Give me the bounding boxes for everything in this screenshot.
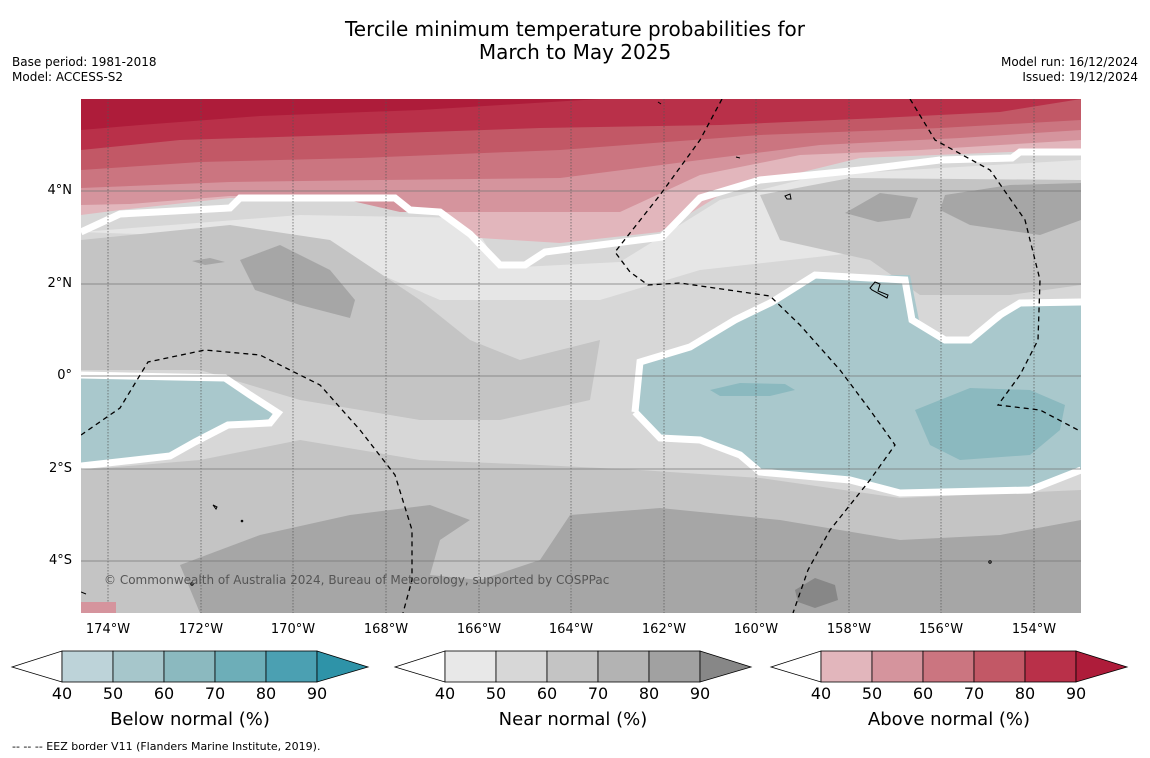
x-tick-label: 168°W: [363, 622, 409, 637]
above-normal-patch-sw: [81, 602, 116, 613]
x-tick-label: 158°W: [826, 622, 872, 637]
colorbar-tick: 40: [51, 684, 73, 703]
near-normal-80-south: [180, 505, 1081, 613]
title-line-1: Tercile minimum temperature probabilitie…: [344, 17, 806, 41]
x-tick-label: 166°W: [456, 622, 502, 637]
colorbar-tick: 90: [1065, 684, 1087, 703]
colorbar-tick: 70: [204, 684, 226, 703]
x-tick-label: 160°W: [733, 622, 779, 637]
meta-left: Base period: 1981-2018 Model: ACCESS-S2: [12, 55, 157, 85]
near-normal-60-west: [81, 225, 600, 420]
x-tick-label: 174°W: [85, 622, 131, 637]
x-tick-label: 172°W: [178, 622, 224, 637]
title-line-2: March to May 2025: [478, 40, 672, 64]
colorbar-tick: 60: [912, 684, 934, 703]
y-tick-label: 4°N: [47, 183, 73, 198]
colorbar-tick: 60: [536, 684, 558, 703]
above-normal-90: [81, 99, 600, 130]
below-normal-contour-west: [81, 371, 284, 470]
below-normal-contour-east-top: [631, 271, 1081, 413]
colorbar-tick: 60: [153, 684, 175, 703]
y-tick-label: 0°: [57, 368, 72, 383]
islands: [81, 101, 992, 595]
colorbar-tick: 80: [255, 684, 277, 703]
model-name: Model: ACCESS-S2: [12, 70, 124, 84]
model-run: Model run: 16/12/2024: [1000, 55, 1138, 69]
below-normal-60-patch-east2: [915, 388, 1065, 460]
x-tick-label: 156°W: [918, 622, 964, 637]
x-tick-label: 170°W: [270, 622, 316, 637]
colorbar-label-below-normal: Below normal (%): [110, 709, 270, 730]
colorbar-label-near-normal: Near normal (%): [498, 709, 648, 730]
colorbar-near-normal: [393, 650, 753, 683]
near-normal-80-patch-ne2: [940, 183, 1081, 235]
colorbar-tick: 70: [587, 684, 609, 703]
x-tick-label: 164°W: [548, 622, 594, 637]
copyright-notice: © Commonwealth of Australia 2024, Bureau…: [104, 573, 610, 587]
colorbar-below-normal: [10, 650, 370, 683]
y-tick-label: 2°S: [48, 461, 72, 476]
below-normal-60-patch-east1: [710, 383, 795, 396]
near-normal-80-patch-west: [240, 245, 355, 318]
y-tick-label: 2°N: [47, 276, 73, 291]
issued-date: Issued: 19/12/2024: [1022, 70, 1138, 84]
colorbar-above-normal: [769, 650, 1129, 683]
eez-footnote: -- -- -- EEZ border V11 (Flanders Marine…: [12, 740, 321, 753]
near-normal-90-patch: [795, 578, 838, 608]
below-normal-contour-east-bottom: [632, 409, 1081, 497]
map-field: [81, 99, 1081, 613]
colorbar-tick: 90: [306, 684, 328, 703]
above-normal-40-contour: [81, 148, 1081, 269]
y-tick-label: 4°S: [48, 553, 72, 568]
colorbar-tick: 40: [810, 684, 832, 703]
eez-borders: [81, 99, 1079, 613]
colorbar-tick: 50: [861, 684, 883, 703]
colorbar-tick: 50: [102, 684, 124, 703]
map-title: Tercile minimum temperature probabilitie…: [0, 18, 1150, 64]
below-normal-50-west: [81, 378, 275, 465]
colorbar-tick: 50: [485, 684, 507, 703]
parallel-gridlines: [81, 190, 1081, 562]
x-tick-label: 162°W: [641, 622, 687, 637]
colorbar-tick: 80: [638, 684, 660, 703]
meta-right: Model run: 16/12/2024 Issued: 19/12/2024: [1001, 55, 1138, 85]
near-normal-80-patch-ne1: [845, 193, 918, 222]
near-normal-80-speck: [192, 258, 225, 265]
base-period: Base period: 1981-2018: [12, 55, 157, 69]
colorbar-tick: 70: [963, 684, 985, 703]
colorbar-tick: 90: [689, 684, 711, 703]
x-tick-label: 154°W: [1011, 622, 1057, 637]
colorbar-tick: 40: [434, 684, 456, 703]
colorbar-label-above-normal: Above normal (%): [867, 709, 1031, 730]
colorbar-tick: 80: [1014, 684, 1036, 703]
